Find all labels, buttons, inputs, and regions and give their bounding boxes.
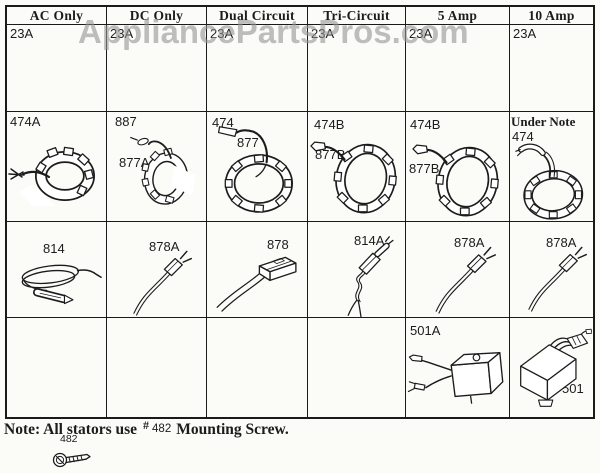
part-number-label: 877 (237, 135, 259, 150)
part-cell-r4-c6: 501 (510, 318, 593, 417)
wire-sleeve-drawing (324, 234, 398, 318)
part-number-label: 878A (454, 235, 485, 250)
part-cell-r4-c1 (7, 318, 107, 417)
screw-part-label: 482 (60, 433, 78, 445)
part-cell-r4-c2 (107, 318, 207, 417)
part-number-label: 23A (513, 26, 537, 41)
part-cell-r3-c1: 814 (7, 222, 107, 318)
column-header-dc-only: DC Only (107, 7, 207, 25)
part-cell-r1-c3: 23A (207, 25, 308, 112)
stator-drawing (125, 126, 207, 218)
note-hash-symbol: # (143, 418, 150, 432)
regulator-drawing (510, 326, 592, 410)
column-header-10-amp: 10 Amp (510, 7, 593, 25)
part-cell-r3-c6: 878A (510, 222, 593, 318)
part-cell-r4-c4 (308, 318, 406, 417)
part-number-label: 474 (212, 115, 234, 130)
stator-drawing (7, 136, 107, 206)
part-cell-r4-c5: 501A (406, 318, 510, 417)
column-header-dual-circuit: Dual Circuit (207, 7, 308, 25)
wire-dual-connector-drawing (211, 242, 303, 314)
column-header-tri-circuit: Tri-Circuit (308, 7, 406, 25)
parts-table: AC Only DC Only Dual Circuit Tri-Circuit 5 A… (5, 5, 595, 419)
part-number-label: 23A (110, 26, 134, 41)
part-number-label: 474B (410, 117, 441, 132)
part-cell-r4-c3 (207, 318, 308, 417)
note-part-number: 482 (152, 423, 172, 435)
part-number-label: 878A (546, 235, 577, 250)
note-suffix: Mounting Screw. (176, 421, 289, 438)
stator-drawing (412, 124, 508, 220)
note-prefix: Note: All stators use (4, 421, 138, 438)
part-number-label: 877A (119, 155, 150, 170)
part-cell-r2-c2: 887 877A (107, 112, 207, 222)
column-header-ac-only: AC Only (7, 7, 107, 25)
part-cell-r2-c3: 474 877 (207, 112, 308, 222)
part-cell-r3-c3: 878 (207, 222, 308, 318)
part-cell-r3-c4: 814A (308, 222, 406, 318)
screw-icon (52, 447, 92, 471)
part-cell-r2-c6: Under Note 474 (510, 112, 593, 222)
part-number-label: 23A (210, 26, 234, 41)
wire-connector-drawing (518, 242, 590, 312)
stator-drawing (209, 122, 305, 218)
wire-connector-drawing (121, 246, 197, 316)
part-cell-r1-c4: 23A (308, 25, 406, 112)
part-number-label: Under Note (511, 114, 576, 129)
wire-connector-drawing (424, 242, 500, 314)
part-number-label: 877B (409, 161, 440, 176)
part-number-label: 878 (267, 237, 289, 252)
part-number-label: 23A (10, 26, 34, 41)
part-number-label: 877B (315, 147, 346, 162)
part-cell-r1-c1: 23A (7, 25, 107, 112)
part-cell-r1-c5: 23A (406, 25, 510, 112)
part-cell-r1-c6: 23A (510, 25, 593, 112)
part-cell-r2-c1: 474A (7, 112, 107, 222)
part-number-label: 887 (115, 114, 137, 129)
part-number-label: 474B (314, 117, 345, 132)
stator-drawing (310, 120, 406, 218)
column-header-5-amp: 5 Amp (406, 7, 510, 25)
part-number-label: 23A (311, 26, 335, 41)
part-number-label: 23A (409, 26, 433, 41)
part-number-label: 814 (43, 241, 65, 256)
part-number-label: 878A (149, 239, 180, 254)
part-cell-r1-c2: 23A (107, 25, 207, 112)
part-cell-r2-c4: 474B 877B (308, 112, 406, 222)
part-number-label: 474A (10, 114, 41, 129)
coil-lead-drawing (9, 254, 103, 308)
part-cell-r2-c5: 474B 877B (406, 112, 510, 222)
stator-drawing (510, 140, 593, 220)
part-number-label: 474 (512, 129, 534, 144)
part-number-label: 814A (354, 233, 385, 248)
part-cell-r3-c2: 878A (107, 222, 207, 318)
part-number-label: 501A (410, 323, 441, 338)
part-cell-r3-c5: 878A (406, 222, 510, 318)
regulator-drawing (406, 340, 510, 410)
mounting-screw-note: Note: All stators use #482 Mounting Screw. (4, 418, 289, 439)
